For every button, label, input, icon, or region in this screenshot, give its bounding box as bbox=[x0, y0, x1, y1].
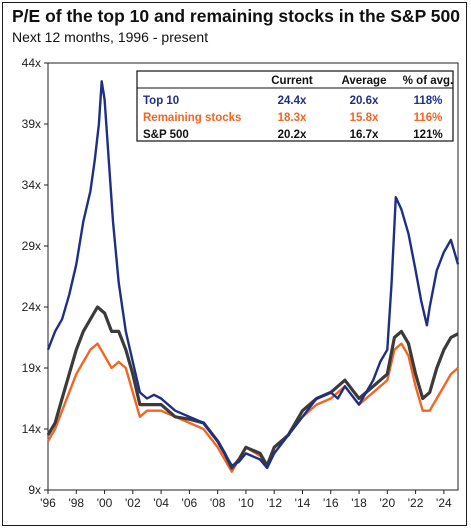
x-tick-label: '04 bbox=[153, 496, 169, 510]
x-tick-label: '12 bbox=[266, 496, 282, 510]
series-line-remaining-stocks bbox=[46, 342, 459, 473]
y-tick-label: 19x bbox=[22, 361, 41, 375]
summary-table-cell: 121% bbox=[413, 129, 442, 141]
x-tick-label: '08 bbox=[210, 496, 226, 510]
series-line-top-10 bbox=[46, 80, 460, 470]
plot-area bbox=[47, 62, 459, 491]
summary-table-cell: 116% bbox=[414, 112, 443, 124]
x-tick-label: '96 bbox=[40, 496, 56, 510]
chart-title: P/E of the top 10 and remaining stocks i… bbox=[12, 6, 460, 26]
chart-subtitle: Next 12 months, 1996 - present bbox=[12, 29, 209, 45]
summary-table-cell: 15.8x bbox=[350, 112, 379, 124]
x-tick-label: '24 bbox=[436, 496, 452, 510]
summary-table-cell: S&P 500 bbox=[143, 129, 189, 141]
summary-table-header: Average bbox=[342, 75, 387, 87]
x-tick-label: '14 bbox=[295, 496, 311, 510]
summary-table-cell: Top 10 bbox=[143, 95, 179, 107]
y-tick-label: 34x bbox=[22, 178, 41, 192]
summary-table-header: Current bbox=[271, 75, 313, 87]
x-tick-label: '02 bbox=[125, 496, 141, 510]
y-tick-label: 14x bbox=[22, 422, 41, 436]
x-tick-label: '06 bbox=[182, 496, 198, 510]
y-tick-label: 44x bbox=[22, 56, 41, 70]
x-tick-label: '22 bbox=[408, 496, 424, 510]
x-tick-label: '98 bbox=[68, 496, 84, 510]
summary-table-header: % of avg. bbox=[403, 75, 453, 87]
y-tick-label: 39x bbox=[22, 117, 41, 131]
summary-table-cell: 20.2x bbox=[278, 129, 307, 141]
x-tick-label: '18 bbox=[351, 496, 367, 510]
summary-table bbox=[136, 70, 454, 142]
summary-table-cell: 118% bbox=[414, 95, 443, 107]
summary-table-cell: Remaining stocks bbox=[143, 112, 241, 124]
summary-table-cell: 18.3x bbox=[278, 112, 307, 124]
series-line-s-p-500 bbox=[46, 305, 459, 470]
summary-table-cell: 20.6x bbox=[350, 95, 379, 107]
x-tick-label: '10 bbox=[238, 496, 254, 510]
y-tick-label: 24x bbox=[22, 300, 41, 314]
y-tick-label: 29x bbox=[22, 239, 41, 253]
x-tick-label: '16 bbox=[323, 496, 339, 510]
x-tick-label: '20 bbox=[379, 496, 395, 510]
summary-table-cell: 16.7x bbox=[350, 129, 379, 141]
x-tick-label: '00 bbox=[97, 496, 113, 510]
summary-table-cell: 24.4x bbox=[278, 95, 307, 107]
y-tick-label: 9x bbox=[28, 483, 41, 497]
